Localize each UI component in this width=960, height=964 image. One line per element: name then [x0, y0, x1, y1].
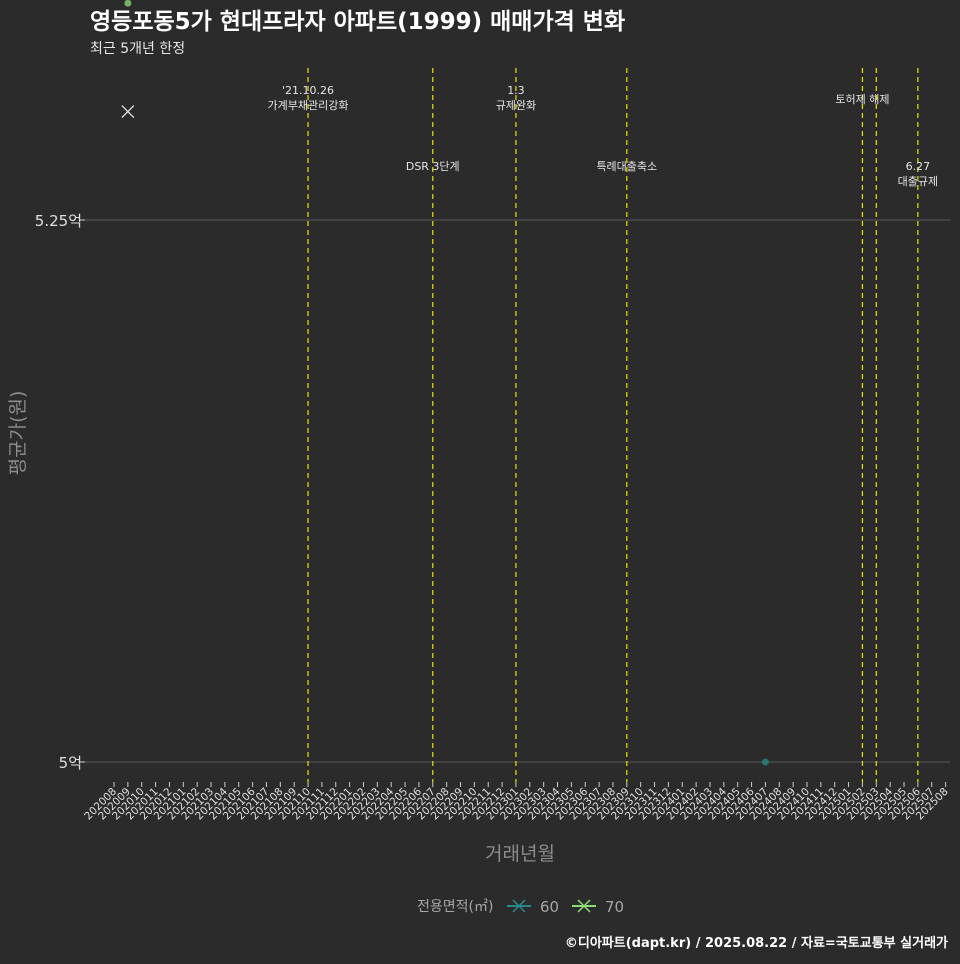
- x-axis-label: 거래년월: [485, 843, 555, 865]
- caption: ©디아파트(dapt.kr) / 2025.08.22 / 자료=국토교통부 실…: [565, 935, 948, 951]
- event-label: 토허제 해제: [835, 92, 889, 106]
- legend: 전용면적(㎡) 60 70: [417, 898, 624, 916]
- event-label: 6.27: [906, 160, 931, 173]
- event-label: 가계부채관리강화: [268, 99, 349, 112]
- event-label: 특례대출축소: [596, 160, 657, 173]
- event-label: '21.10.26: [282, 84, 334, 97]
- event-label: 1.3: [507, 84, 525, 97]
- cross-point-70: [121, 105, 135, 119]
- chart-title: 영등포동5가 현대프라자 아파트(1999) 매매가격 변화: [90, 9, 625, 35]
- data-point-70: [124, 0, 132, 7]
- chart-subtitle: 최근 5개년 한정: [90, 41, 185, 57]
- legend-label-60: 60: [540, 898, 559, 916]
- legend-label-70: 70: [605, 898, 624, 916]
- data-point-60: [761, 758, 769, 766]
- legend-key-cross-70: [577, 899, 591, 913]
- event-label: 대출규제: [898, 175, 938, 188]
- legend-title: 전용면적(㎡): [417, 899, 493, 915]
- legend-key-cross-60: [512, 899, 526, 913]
- y-axis-label: 평균가(원): [7, 391, 29, 476]
- event-label: 규제완화: [496, 99, 536, 112]
- event-label: DSR 3단계: [406, 160, 460, 173]
- y-tick-label: 5.25억: [35, 212, 82, 230]
- y-tick-label: 5억: [59, 754, 82, 772]
